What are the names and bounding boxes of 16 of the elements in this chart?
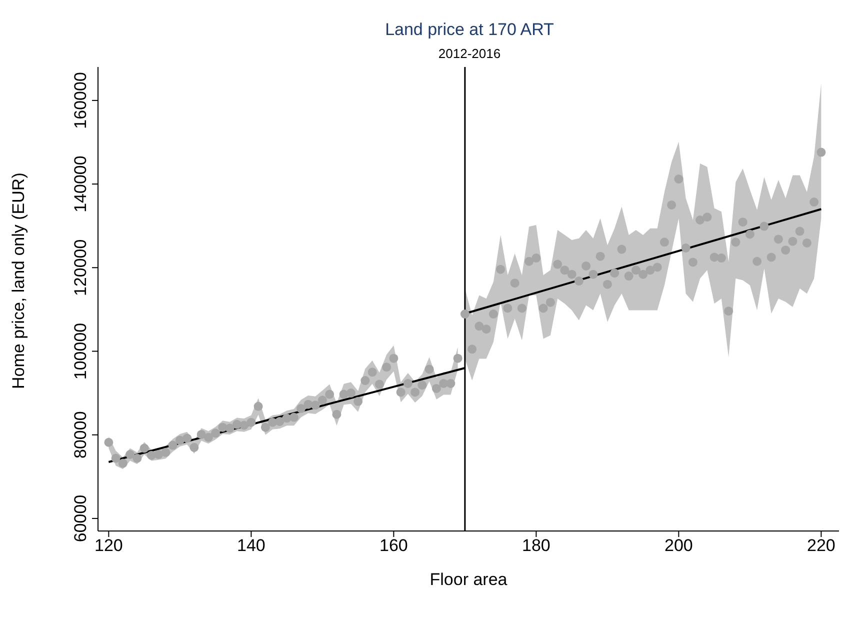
x-tick-label: 220 xyxy=(807,536,836,556)
y-tick-label: 80000 xyxy=(71,411,90,458)
y-tick-label: 60000 xyxy=(71,494,90,542)
chart-title: Land price at 170 ART xyxy=(384,20,555,40)
y-axis-title: Home price, land only (EUR) xyxy=(9,172,28,389)
x-tick-label: 140 xyxy=(237,536,266,556)
x-tick-label: 200 xyxy=(664,536,693,556)
x-axis-title: Floor area xyxy=(430,570,508,589)
y-tick-label: 100000 xyxy=(71,322,90,380)
x-tick-label: 160 xyxy=(380,536,408,556)
y-tick-label: 160000 xyxy=(71,72,90,129)
x-tick-label: 180 xyxy=(522,536,550,556)
chart-subtitle: 2012-2016 xyxy=(437,46,502,61)
y-tick-label: 140000 xyxy=(71,156,90,212)
x-tick-label: 120 xyxy=(94,536,123,556)
y-tick-label: 120000 xyxy=(71,239,90,296)
